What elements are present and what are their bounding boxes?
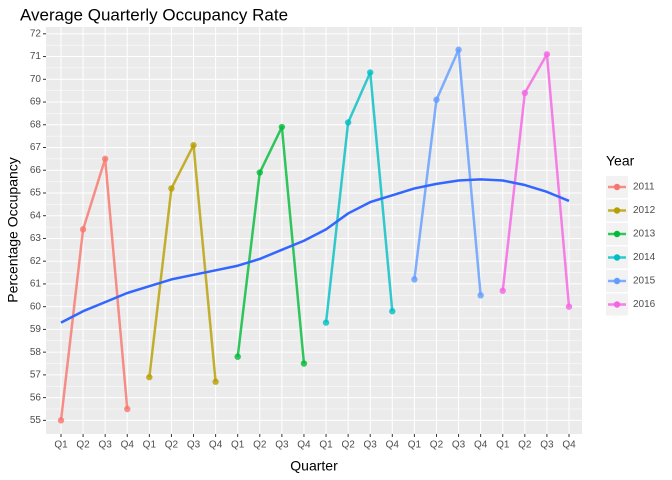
- point: [124, 405, 131, 413]
- point: [146, 373, 153, 381]
- legend-title: Year: [606, 153, 635, 169]
- point: [256, 169, 263, 176]
- legend-point: [613, 254, 621, 261]
- point: [190, 142, 197, 149]
- x-tick-label: Q2: [518, 440, 532, 451]
- x-axis-title: Quarter: [290, 458, 338, 474]
- y-tick-label: 57: [30, 370, 42, 381]
- point: [344, 119, 352, 126]
- x-tick-label: Q3: [364, 440, 378, 451]
- y-tick-label: 61: [30, 279, 42, 290]
- point: [433, 96, 440, 103]
- point: [168, 185, 175, 192]
- legend-label: 2015: [633, 276, 656, 287]
- legend-label: 2011: [633, 182, 655, 193]
- plot-background: [46, 27, 582, 434]
- y-axis-title: Percentage Occupancy: [5, 157, 21, 303]
- point: [543, 51, 551, 58]
- y-tick-label: 58: [30, 347, 42, 358]
- legend-point: [613, 230, 621, 238]
- legend-label: 2016: [633, 299, 656, 310]
- point: [521, 89, 529, 97]
- legend-point: [613, 183, 621, 191]
- x-tick-label: Q1: [231, 440, 245, 451]
- x-tick-label: Q3: [275, 440, 289, 451]
- point: [79, 226, 87, 233]
- legend-label: 2013: [633, 229, 656, 240]
- y-tick-label: 70: [30, 74, 42, 85]
- y-tick-label: 56: [30, 392, 42, 403]
- x-tick-label: Q4: [297, 440, 311, 451]
- x-tick-label: Q3: [540, 440, 554, 451]
- point: [101, 155, 109, 163]
- point: [57, 417, 65, 424]
- series-line: [59, 157, 129, 421]
- y-tick-label: 60: [30, 301, 42, 312]
- x-tick-label: Q2: [430, 440, 444, 451]
- point: [499, 287, 506, 294]
- x-tick-label: Q2: [76, 440, 90, 451]
- point: [212, 378, 219, 385]
- x-tick-label: Q2: [253, 440, 267, 451]
- point: [278, 123, 286, 131]
- legend-point: [613, 301, 621, 308]
- y-tick-label: 71: [30, 51, 42, 62]
- point: [455, 46, 462, 53]
- y-tick-label: 65: [30, 188, 42, 199]
- y-tick-label: 55: [30, 415, 42, 426]
- x-tick-label: Q4: [209, 440, 223, 451]
- point: [367, 69, 374, 76]
- point: [477, 292, 484, 299]
- x-tick-label: Q1: [319, 440, 333, 451]
- point: [411, 276, 418, 283]
- y-tick-label: 64: [30, 210, 42, 221]
- legend-label: 2014: [633, 252, 656, 263]
- y-tick-label: 63: [30, 233, 42, 244]
- x-tick-label: Q4: [386, 440, 400, 451]
- x-tick-label: Q4: [562, 440, 576, 451]
- x-tick-label: Q1: [408, 440, 422, 451]
- x-tick-label: Q4: [121, 440, 135, 451]
- series-line: [413, 48, 482, 296]
- y-tick-label: 62: [30, 256, 42, 267]
- x-tick-label: Q1: [143, 440, 157, 451]
- legend-label: 2012: [633, 205, 656, 216]
- x-tick-label: Q2: [341, 440, 355, 451]
- x-tick-label: Q3: [99, 440, 113, 451]
- point: [389, 308, 396, 315]
- legend-point: [613, 277, 621, 285]
- x-tick-label: Q3: [187, 440, 201, 451]
- x-tick-label: Q4: [474, 440, 488, 451]
- x-tick-label: Q1: [496, 440, 510, 451]
- trend-line: [60, 178, 570, 324]
- x-tick-label: Q3: [452, 440, 466, 451]
- chart-title: Average Quarterly Occupancy Rate: [20, 5, 288, 24]
- y-tick-label: 68: [30, 119, 42, 130]
- y-tick-label: 69: [30, 97, 42, 108]
- point: [565, 303, 573, 310]
- legend-point: [613, 207, 621, 214]
- y-tick-label: 72: [30, 28, 42, 39]
- x-tick-label: Q2: [165, 440, 179, 451]
- x-tick-label: Q1: [54, 440, 68, 451]
- point: [300, 360, 308, 367]
- series-line: [501, 53, 571, 307]
- point: [234, 353, 241, 360]
- y-tick-label: 59: [30, 324, 42, 335]
- point: [322, 319, 330, 326]
- y-tick-label: 66: [30, 165, 42, 176]
- y-tick-label: 67: [30, 142, 42, 153]
